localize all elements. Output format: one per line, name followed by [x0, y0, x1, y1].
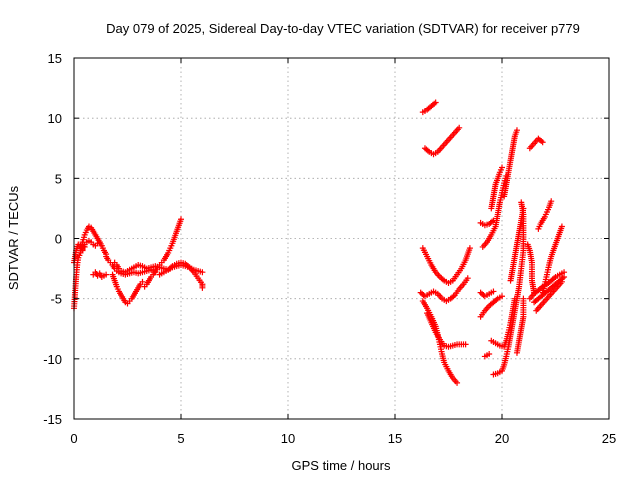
x-tick-labels: 0 5 10 15 20 25: [70, 431, 616, 446]
data-point: [558, 278, 565, 285]
data-point: [466, 245, 473, 252]
x-tick-label: 5: [177, 431, 184, 446]
data-point: [520, 295, 527, 302]
grid-lines: [74, 58, 609, 419]
data-point: [486, 351, 493, 358]
data-point: [103, 271, 110, 278]
data-point: [454, 379, 461, 386]
data-point: [561, 274, 568, 281]
y-tick-label: -10: [43, 352, 62, 367]
x-tick-label: 10: [281, 431, 295, 446]
x-tick-label: 20: [495, 431, 509, 446]
data-point: [178, 216, 184, 223]
data-point: [456, 124, 463, 131]
y-tick-label: 15: [48, 51, 62, 66]
data-point: [464, 275, 471, 282]
data-point: [548, 198, 555, 205]
x-tick-label: 15: [388, 431, 402, 446]
x-tick-label: 25: [602, 431, 616, 446]
data-point: [499, 293, 505, 300]
data-points: [71, 99, 568, 386]
data-point: [518, 199, 525, 206]
x-tick-label: 0: [70, 431, 77, 446]
axis-ticks: [73, 57, 610, 420]
data-point: [432, 99, 439, 106]
data-point: [490, 288, 497, 295]
data-point: [199, 269, 206, 276]
x-axis-label: GPS time / hours: [292, 458, 391, 473]
y-axis-label: SDTVAR / TECUs: [6, 185, 21, 290]
chart-title: Day 079 of 2025, Sidereal Day-to-day VTE…: [106, 21, 580, 36]
data-point: [499, 164, 505, 171]
y-tick-labels: -15 -10 -5 0 5 10 15: [43, 51, 62, 427]
y-tick-label: -5: [50, 292, 62, 307]
data-point: [513, 127, 520, 134]
data-point: [539, 139, 546, 146]
data-point: [199, 284, 206, 291]
y-tick-label: -15: [43, 412, 62, 427]
y-tick-label: 10: [48, 111, 62, 126]
y-tick-label: 5: [55, 171, 62, 186]
y-tick-label: 0: [55, 232, 62, 247]
data-point: [139, 278, 146, 285]
data-point: [520, 205, 527, 212]
data-point: [558, 223, 565, 230]
data-point: [462, 341, 469, 348]
